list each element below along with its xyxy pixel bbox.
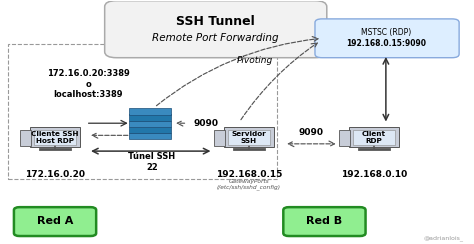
FancyBboxPatch shape [283, 207, 365, 236]
Text: Remote Port Forwarding: Remote Port Forwarding [153, 33, 279, 43]
FancyBboxPatch shape [315, 19, 459, 58]
Text: @adrianlois_: @adrianlois_ [424, 235, 464, 241]
Text: Pivoting: Pivoting [237, 56, 273, 65]
FancyBboxPatch shape [34, 130, 76, 145]
Text: Cliente SSH
Host RDP: Cliente SSH Host RDP [31, 131, 79, 144]
Text: 9090: 9090 [299, 128, 324, 137]
FancyBboxPatch shape [128, 133, 171, 140]
FancyBboxPatch shape [214, 130, 225, 146]
FancyBboxPatch shape [128, 127, 171, 133]
FancyBboxPatch shape [224, 127, 274, 147]
Text: Servidor
SSH: Servidor SSH [231, 131, 266, 144]
Text: Client
RDP: Client RDP [362, 131, 386, 144]
FancyBboxPatch shape [349, 127, 399, 147]
Text: 172.16.0.20: 172.16.0.20 [25, 170, 85, 179]
Text: Red A: Red A [37, 216, 73, 226]
FancyBboxPatch shape [339, 130, 350, 146]
Text: 9090: 9090 [194, 119, 219, 128]
Text: Red B: Red B [306, 216, 343, 226]
FancyBboxPatch shape [228, 130, 270, 145]
FancyBboxPatch shape [30, 127, 80, 147]
FancyBboxPatch shape [105, 1, 327, 58]
Text: 192.168.0.10: 192.168.0.10 [341, 170, 407, 179]
Text: Túnel SSH
22: Túnel SSH 22 [128, 152, 175, 172]
Text: GatewayPorts
(/etc/ssh/sshd_config): GatewayPorts (/etc/ssh/sshd_config) [217, 179, 281, 190]
FancyBboxPatch shape [353, 130, 395, 145]
FancyBboxPatch shape [14, 207, 96, 236]
FancyBboxPatch shape [128, 108, 171, 115]
Text: 192.168.0.15:9090: 192.168.0.15:9090 [346, 39, 426, 48]
Text: MSTSC (RDP): MSTSC (RDP) [361, 28, 411, 37]
Text: 172.16.0.20:3389
o
localhost:3389: 172.16.0.20:3389 o localhost:3389 [47, 70, 129, 99]
FancyBboxPatch shape [20, 130, 31, 146]
Text: SSH Tunnel: SSH Tunnel [176, 15, 255, 28]
FancyBboxPatch shape [128, 121, 171, 127]
FancyBboxPatch shape [128, 114, 171, 121]
Text: 192.168.0.15: 192.168.0.15 [216, 170, 282, 179]
